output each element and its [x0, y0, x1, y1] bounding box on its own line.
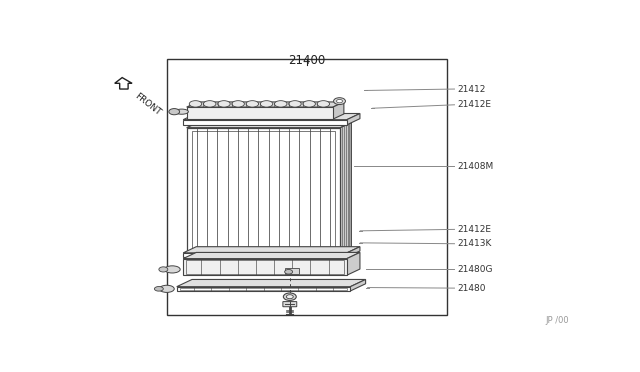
Bar	[191, 131, 335, 250]
Bar	[183, 259, 347, 275]
Polygon shape	[350, 279, 365, 291]
Ellipse shape	[218, 101, 230, 107]
Text: 21408M: 21408M	[457, 162, 493, 171]
Ellipse shape	[154, 286, 163, 291]
Ellipse shape	[159, 285, 174, 292]
Bar	[187, 128, 340, 252]
Polygon shape	[183, 253, 360, 259]
Bar	[167, 59, 447, 315]
Text: 21412E: 21412E	[457, 100, 491, 109]
FancyBboxPatch shape	[283, 302, 297, 307]
Polygon shape	[183, 113, 360, 120]
Circle shape	[285, 269, 292, 274]
Ellipse shape	[317, 101, 330, 107]
Ellipse shape	[275, 101, 287, 107]
Polygon shape	[183, 247, 360, 253]
Ellipse shape	[204, 101, 216, 107]
Text: 21412E: 21412E	[457, 225, 491, 234]
Circle shape	[286, 295, 293, 299]
Polygon shape	[347, 113, 360, 125]
Text: 21480: 21480	[457, 283, 486, 293]
Text: 21480G: 21480G	[457, 265, 492, 274]
Ellipse shape	[260, 101, 273, 107]
Ellipse shape	[232, 101, 244, 107]
Circle shape	[337, 99, 342, 103]
Polygon shape	[115, 78, 132, 89]
Ellipse shape	[303, 101, 316, 107]
Bar	[183, 253, 347, 257]
Ellipse shape	[189, 101, 202, 107]
Ellipse shape	[159, 267, 168, 272]
Ellipse shape	[175, 109, 188, 114]
Polygon shape	[347, 247, 360, 257]
Circle shape	[169, 109, 180, 115]
Ellipse shape	[246, 101, 259, 107]
Circle shape	[284, 293, 296, 301]
Bar	[186, 260, 344, 273]
Bar	[183, 120, 347, 125]
Ellipse shape	[164, 266, 180, 273]
Polygon shape	[340, 122, 351, 252]
Text: FRONT: FRONT	[133, 92, 163, 118]
Polygon shape	[347, 253, 360, 275]
Polygon shape	[333, 102, 344, 119]
Bar	[285, 268, 298, 274]
Text: JP /00: JP /00	[545, 316, 568, 326]
Circle shape	[333, 98, 346, 105]
Polygon shape	[187, 102, 344, 107]
Bar	[177, 287, 350, 291]
Bar	[187, 107, 333, 119]
Text: 21413K: 21413K	[457, 239, 492, 248]
Bar	[180, 288, 348, 290]
Polygon shape	[187, 122, 351, 128]
Text: 21412: 21412	[457, 84, 485, 93]
Polygon shape	[177, 279, 365, 287]
Ellipse shape	[289, 101, 301, 107]
Text: 21400: 21400	[289, 54, 326, 67]
